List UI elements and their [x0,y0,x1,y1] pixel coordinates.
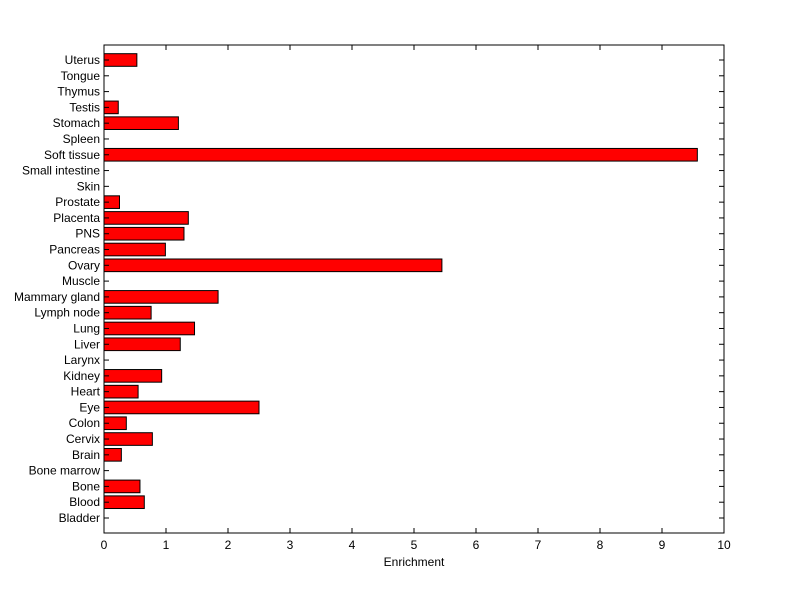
bars-layer [103,53,698,510]
y-tick-label-muscle: Muscle [62,274,100,288]
x-tick-label: 2 [225,538,232,552]
y-tick-label-blood: Blood [69,495,100,509]
y-tick-label-small-intestine: Small intestine [22,164,100,178]
x-tick-label: 9 [659,538,666,552]
y-tick-label-eye: Eye [79,400,100,414]
bar-bone [103,479,141,494]
y-tick-label-spleen: Spleen [63,132,100,146]
y-tick-label-pancreas: Pancreas [49,243,100,257]
y-tick-label-testis: Testis [69,100,100,114]
bar-pns [103,226,185,241]
x-tick-label: 8 [597,538,604,552]
y-tick-label-lymph-node: Lymph node [34,306,100,320]
bar-kidney [103,369,163,383]
bar-ovary [103,258,443,273]
x-tick-label: 1 [163,538,170,552]
y-tick-label-larynx: Larynx [64,353,100,367]
x-tick-label: 10 [717,538,731,552]
x-tick-label: 7 [535,538,542,552]
y-tick-label-prostate: Prostate [55,195,100,209]
y-tick-label-bone: Bone [72,479,100,493]
y-tick-label-colon: Colon [69,416,100,430]
x-tick-label: 3 [287,538,294,552]
y-tick-label-liver: Liver [74,337,100,351]
y-tick-label-mammary-gland: Mammary gland [14,290,100,304]
y-tick-label-bladder: Bladder [59,511,100,525]
y-tick-label-tongue: Tongue [61,69,101,83]
bar-liver [103,337,181,352]
bar-heart [103,384,139,399]
y-tick-label-brain: Brain [72,448,100,462]
bar-eye [103,400,260,415]
bar-placenta [103,211,189,225]
y-tick-label-skin: Skin [77,179,100,193]
bar-soft-tissue [103,147,698,162]
x-tick-label: 4 [349,538,356,552]
y-tick-label-stomach: Stomach [53,116,100,130]
plot-frame [103,44,725,534]
y-tick-label-lung: Lung [73,321,100,335]
y-tick-label-cervix: Cervix [66,432,100,446]
y-tick-label-soft-tissue: Soft tissue [44,148,100,162]
x-axis-label: Enrichment [384,555,445,569]
bar-pancreas [103,242,166,257]
y-tick-label-heart: Heart [71,385,101,399]
x-tick-label: 6 [473,538,480,552]
y-tick-label-bone-marrow: Bone marrow [29,464,101,478]
bar-lung [103,321,196,336]
bar-blood [103,495,145,510]
x-tick-label: 5 [411,538,418,552]
y-tick-label-ovary: Ovary [68,258,100,272]
bar-stomach [103,116,179,130]
y-tick-label-pns: PNS [75,227,100,241]
y-tick-label-kidney: Kidney [63,369,100,383]
bar-mammary-gland [103,290,219,304]
y-tick-label-thymus: Thymus [57,85,100,99]
x-tick-label: 0 [101,538,108,552]
y-tick-label-uterus: Uterus [65,53,100,67]
bar-cervix [103,432,153,446]
bar-lymph-node [103,305,152,320]
y-tick-label-placenta: Placenta [53,211,100,225]
